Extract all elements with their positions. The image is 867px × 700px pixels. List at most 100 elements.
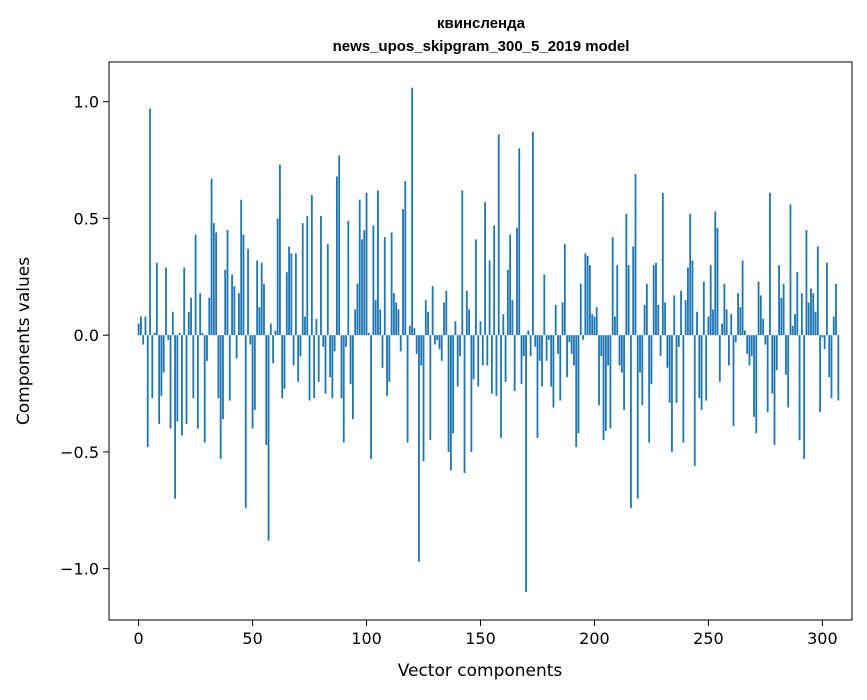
bar-33 bbox=[212, 223, 215, 336]
bar-110 bbox=[388, 335, 391, 382]
bar-179 bbox=[545, 335, 548, 361]
bar-88 bbox=[338, 155, 341, 336]
bar-144 bbox=[465, 290, 468, 336]
bar-86 bbox=[333, 335, 336, 352]
bar-269 bbox=[750, 335, 753, 357]
bar-21 bbox=[185, 335, 188, 424]
bar-278 bbox=[771, 335, 774, 394]
bar-126 bbox=[424, 300, 427, 336]
bar-199 bbox=[591, 314, 594, 336]
bar-113 bbox=[395, 302, 398, 336]
bar-210 bbox=[616, 265, 619, 336]
bar-219 bbox=[636, 335, 639, 499]
bar-201 bbox=[595, 307, 598, 336]
bar-91 bbox=[345, 335, 347, 347]
y-tick-label-3: 0.5 bbox=[74, 209, 99, 228]
bar-294 bbox=[807, 302, 810, 336]
bar-159 bbox=[500, 335, 502, 438]
bar-23 bbox=[190, 297, 192, 336]
bar-160 bbox=[502, 314, 505, 336]
bar-286 bbox=[789, 204, 792, 336]
bar-259 bbox=[728, 335, 730, 366]
bar-257 bbox=[723, 283, 726, 336]
bar-260 bbox=[730, 314, 733, 336]
bar-211 bbox=[618, 335, 621, 366]
bar-94 bbox=[351, 335, 354, 420]
bar-149 bbox=[477, 335, 480, 387]
bar-223 bbox=[645, 283, 648, 336]
bar-57 bbox=[267, 335, 270, 541]
y-axis-label: Components values bbox=[14, 257, 34, 425]
bar-253 bbox=[714, 211, 717, 336]
bar-198 bbox=[588, 265, 591, 336]
bar-264 bbox=[739, 307, 742, 336]
bar-82 bbox=[324, 335, 327, 394]
bar-233 bbox=[668, 335, 671, 403]
bar-181 bbox=[550, 335, 553, 387]
bar-124 bbox=[420, 335, 423, 366]
bar-95 bbox=[354, 309, 357, 336]
bar-239 bbox=[682, 335, 685, 443]
bar-174 bbox=[534, 335, 537, 347]
bar-184 bbox=[557, 335, 559, 354]
bar-92 bbox=[347, 220, 350, 336]
bar-58 bbox=[269, 323, 272, 336]
bar-230 bbox=[661, 192, 664, 336]
bar-8 bbox=[155, 262, 158, 336]
bar-66 bbox=[288, 246, 290, 336]
bar-214 bbox=[625, 213, 628, 336]
x-tick-label-3: 150 bbox=[465, 629, 496, 648]
bar-107 bbox=[381, 335, 384, 368]
bar-46 bbox=[242, 234, 245, 336]
bar-301 bbox=[823, 335, 826, 350]
bar-71 bbox=[299, 335, 302, 357]
bar-141 bbox=[459, 335, 461, 357]
bar-177 bbox=[541, 335, 543, 387]
bar-series bbox=[137, 87, 840, 592]
bar-288 bbox=[794, 314, 796, 336]
bar-229 bbox=[659, 335, 662, 357]
bar-263 bbox=[737, 293, 739, 336]
bar-38 bbox=[224, 269, 227, 336]
bar-43 bbox=[235, 335, 238, 359]
bar-122 bbox=[415, 335, 418, 354]
bar-119 bbox=[408, 325, 411, 336]
bar-115 bbox=[399, 335, 402, 352]
bar-15 bbox=[171, 311, 174, 336]
bar-67 bbox=[290, 253, 293, 336]
bar-49 bbox=[249, 335, 252, 345]
x-axis-label: Vector components bbox=[398, 661, 563, 681]
bar-140 bbox=[456, 335, 459, 387]
bar-255 bbox=[718, 335, 721, 382]
bar-154 bbox=[488, 260, 491, 336]
bar-153 bbox=[486, 335, 489, 366]
bar-161 bbox=[504, 335, 507, 382]
bar-47 bbox=[244, 335, 247, 508]
y-tick-label-0: −1.0 bbox=[60, 560, 99, 579]
bar-99 bbox=[363, 230, 366, 336]
bar-4 bbox=[146, 335, 149, 448]
bar-5 bbox=[149, 108, 151, 336]
bar-274 bbox=[762, 318, 765, 336]
bar-276 bbox=[766, 335, 769, 413]
bar-42 bbox=[233, 286, 236, 336]
bar-170 bbox=[525, 335, 527, 592]
bar-136 bbox=[447, 335, 450, 452]
bar-59 bbox=[272, 335, 275, 364]
bar-76 bbox=[310, 195, 313, 336]
bar-56 bbox=[265, 335, 268, 445]
x-tick-label-1: 50 bbox=[242, 629, 262, 648]
bar-216 bbox=[630, 335, 632, 508]
bar-249 bbox=[705, 335, 708, 401]
bar-191 bbox=[573, 335, 575, 366]
bar-53 bbox=[258, 307, 261, 336]
bar-48 bbox=[247, 248, 249, 336]
bar-203 bbox=[600, 335, 603, 357]
bar-61 bbox=[276, 218, 279, 336]
bar-176 bbox=[538, 335, 541, 361]
bar-193 bbox=[577, 335, 580, 434]
bar-283 bbox=[782, 283, 785, 336]
bar-232 bbox=[666, 335, 669, 368]
bar-133 bbox=[440, 335, 443, 361]
